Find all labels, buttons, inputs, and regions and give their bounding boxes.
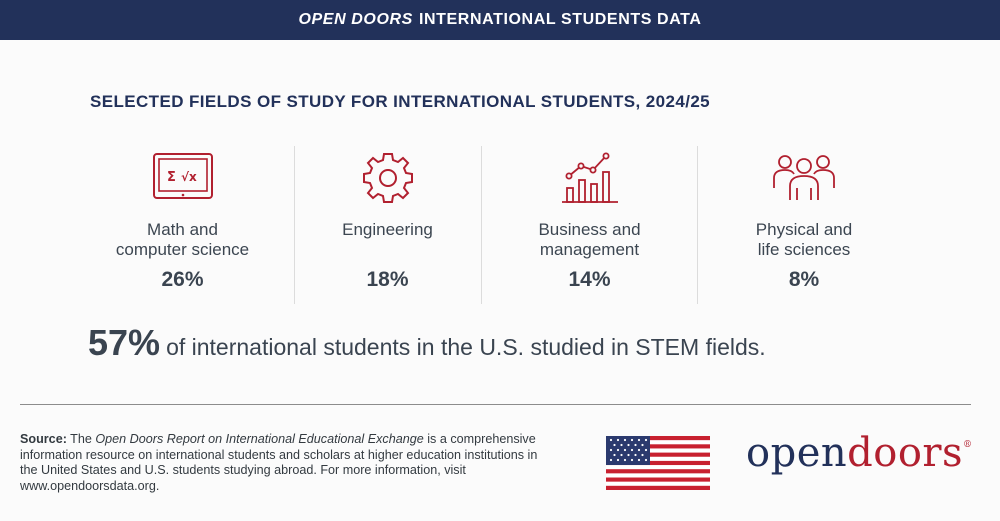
field-engineering: Engineering 18%: [295, 140, 480, 305]
stem-text: of international students in the U.S. st…: [166, 334, 766, 360]
field-label: Business and management: [538, 220, 641, 259]
header-banner: OPEN DOORS INTERNATIONAL STUDENTS DATA: [0, 0, 1000, 40]
registered-mark: ®: [963, 440, 973, 450]
us-flag-icon: [606, 436, 710, 490]
svg-text:Σ: Σ: [167, 170, 176, 185]
column-divider: [294, 146, 295, 304]
horizontal-rule: [20, 404, 971, 405]
field-business: Business and management 14%: [482, 140, 697, 305]
gear-icon: [362, 153, 413, 203]
field-math-cs: Σ √x Math and computer science 26%: [80, 140, 285, 305]
source-note: Source: The Open Doors Report on Interna…: [20, 432, 538, 493]
field-percent: 8%: [788, 268, 820, 291]
column-divider: [481, 146, 482, 304]
laptop-math-icon: Σ √x: [152, 153, 213, 199]
bar-chart-icon: [561, 152, 618, 203]
fields-of-study: Σ √x Math and computer science 26% Engin…: [80, 140, 910, 305]
opendoors-logo: opendoors®: [746, 430, 973, 476]
stem-statement: 57% of international students in the U.S.…: [88, 322, 766, 364]
field-label: Math and computer science: [115, 220, 250, 259]
field-sciences: Physical and life sciences 8%: [698, 140, 910, 305]
header-title-italic: OPEN DOORS: [298, 11, 413, 28]
svg-text:√x: √x: [181, 170, 197, 184]
source-label: Source:: [20, 432, 67, 446]
report-title: Open Doors Report on International Educa…: [95, 432, 424, 446]
people-group-icon: [773, 155, 835, 200]
field-percent: 14%: [568, 268, 611, 291]
section-heading: SELECTED FIELDS OF STUDY FOR INTERNATION…: [90, 92, 711, 111]
field-percent: 18%: [366, 268, 409, 291]
field-label: Physical and life sciences: [755, 220, 853, 259]
column-divider: [697, 146, 698, 304]
field-label: Engineering: [342, 220, 433, 239]
stem-percent: 57%: [88, 322, 161, 363]
header-title: INTERNATIONAL STUDENTS DATA: [418, 11, 702, 28]
field-percent: 26%: [161, 268, 204, 291]
